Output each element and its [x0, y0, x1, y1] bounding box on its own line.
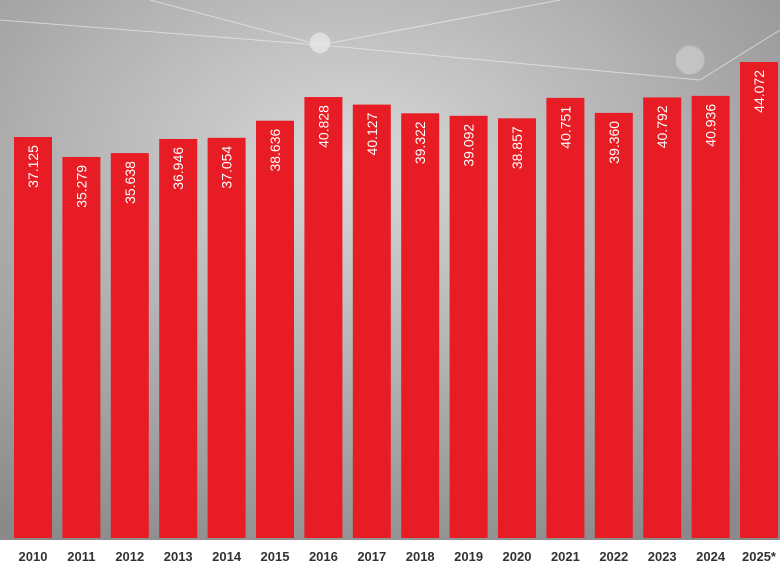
- x-tick-label: 2015: [261, 549, 290, 564]
- x-tick-label: 2012: [115, 549, 144, 564]
- value-label: 37.054: [219, 146, 235, 189]
- value-label: 39.360: [606, 121, 622, 164]
- bar: [643, 97, 681, 538]
- value-label: 37.125: [25, 145, 41, 188]
- bar: [595, 113, 633, 538]
- value-label: 38.636: [267, 129, 283, 172]
- value-label: 40.751: [557, 106, 573, 149]
- value-label: 35.638: [122, 161, 138, 204]
- x-tick-label: 2023: [648, 549, 677, 564]
- x-tick-label: 2022: [599, 549, 628, 564]
- value-label: 39.092: [461, 124, 477, 167]
- bar: [692, 96, 730, 538]
- x-tick-label: 2011: [67, 549, 95, 564]
- value-label: 44.072: [751, 70, 767, 113]
- bar: [14, 137, 52, 538]
- value-label: 40.127: [364, 112, 380, 155]
- bar: [304, 97, 342, 538]
- bar: [546, 98, 584, 538]
- bar: [740, 62, 778, 538]
- value-label: 39.322: [412, 121, 428, 164]
- x-tick-label: 2021: [551, 549, 580, 564]
- x-tick-label: 2019: [454, 549, 483, 564]
- x-tick-label: 2014: [212, 549, 242, 564]
- x-tick-label: 2025*: [742, 549, 777, 564]
- value-label: 40.936: [703, 104, 719, 147]
- bar: [450, 116, 488, 538]
- value-label: 35.279: [73, 165, 89, 208]
- bar: [208, 138, 246, 538]
- x-tick-label: 2013: [164, 549, 193, 564]
- x-tick-label: 2024: [696, 549, 726, 564]
- bar: [111, 153, 149, 538]
- bar: [401, 113, 439, 538]
- value-label: 40.792: [654, 105, 670, 148]
- x-tick-label: 2010: [19, 549, 48, 564]
- bar: [353, 105, 391, 538]
- value-label: 36.946: [170, 147, 186, 190]
- x-tick-label: 2018: [406, 549, 435, 564]
- chart: 37.125 2010 35.279 2011 35.638 2012 36.946 2013…: [0, 0, 780, 567]
- value-label: 40.828: [315, 105, 331, 148]
- x-tick-label: 2020: [503, 549, 532, 564]
- bar: [256, 121, 294, 538]
- bar: [498, 118, 536, 538]
- value-label: 38.857: [509, 126, 525, 169]
- x-tick-label: 2017: [357, 549, 386, 564]
- bar: [62, 157, 100, 538]
- x-tick-label: 2016: [309, 549, 338, 564]
- bar: [159, 139, 197, 538]
